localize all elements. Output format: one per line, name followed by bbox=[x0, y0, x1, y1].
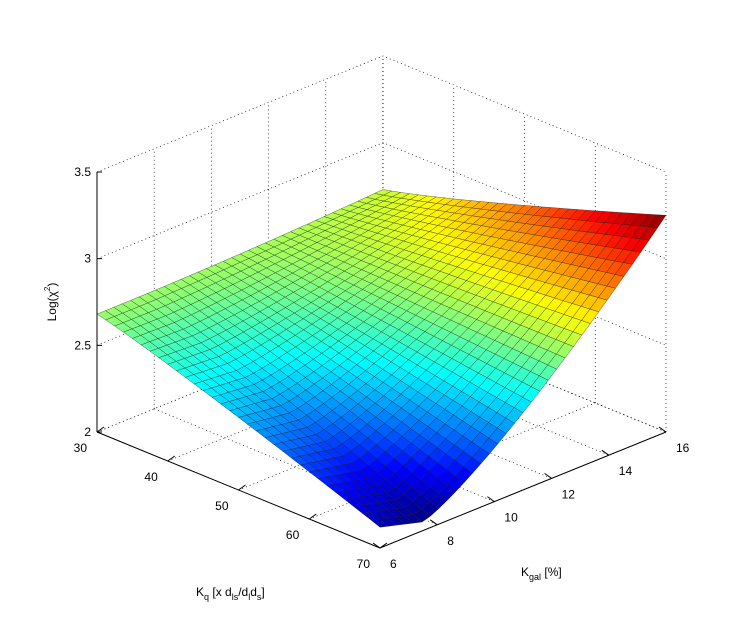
y-axis-line bbox=[379, 431, 667, 549]
y-tick-mark bbox=[487, 496, 495, 503]
z-tick-label: 3 bbox=[84, 252, 91, 266]
y-tick-label: 16 bbox=[676, 441, 690, 455]
y-tick-label: 10 bbox=[504, 511, 518, 525]
y-tick-label: 6 bbox=[390, 557, 397, 571]
z-tick-label: 2 bbox=[84, 425, 91, 439]
axes bbox=[96, 171, 667, 549]
z-tick-label: 3.5 bbox=[74, 165, 91, 179]
y-tick-mark bbox=[658, 426, 667, 433]
x-axis-label: Kq [x dls/dlds] bbox=[196, 585, 265, 602]
tick-labels: 2 2.5 3 3.5 30 40 50 60 70 6 8 10 12 14 16 bbox=[74, 165, 690, 571]
x-tick-mark bbox=[308, 513, 317, 520]
x-tick-label: 70 bbox=[357, 557, 371, 571]
x-tick-label: 30 bbox=[74, 441, 88, 455]
surface-cell bbox=[370, 518, 389, 528]
x-tick-mark bbox=[379, 542, 388, 549]
x-tick-label: 40 bbox=[144, 470, 158, 484]
x-tick-mark bbox=[96, 426, 105, 433]
y-tick-mark bbox=[601, 449, 610, 456]
y-tick-mark bbox=[544, 472, 552, 479]
grid-line bbox=[96, 55, 667, 173]
z-tick-label: 2.5 bbox=[74, 338, 91, 352]
x-tick-label: 60 bbox=[286, 528, 300, 542]
z-axis-label: Log(χ2) bbox=[43, 283, 59, 322]
y-tick-label: 12 bbox=[562, 487, 576, 501]
y-tick-mark bbox=[372, 542, 381, 549]
x-tick-label: 50 bbox=[215, 499, 229, 513]
x-tick-mark bbox=[167, 455, 176, 462]
x-tick-mark bbox=[238, 484, 246, 491]
y-tick-mark bbox=[429, 519, 438, 526]
grid-line bbox=[154, 408, 438, 526]
surface-mesh bbox=[96, 189, 667, 528]
y-axis-label: Kgal [%] bbox=[521, 565, 562, 582]
y-tick-label: 14 bbox=[619, 464, 633, 478]
y-tick-label: 8 bbox=[447, 534, 454, 548]
